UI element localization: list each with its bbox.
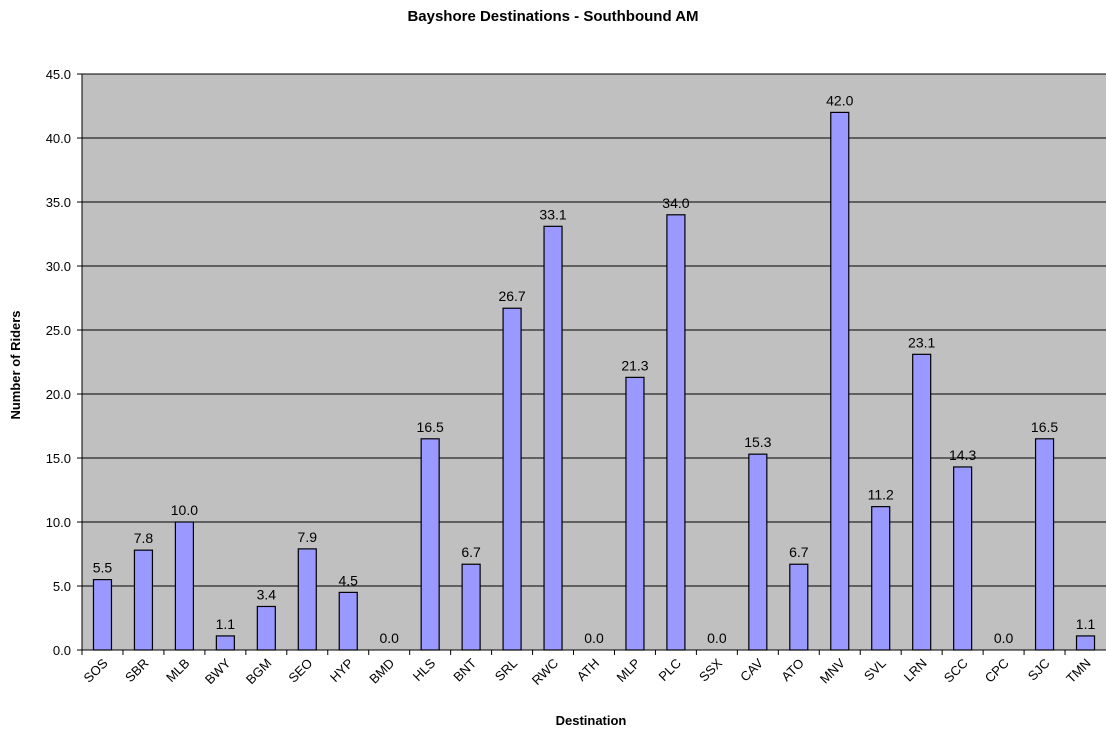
data-label-seo: 7.9 [298, 529, 318, 545]
y-tick-label: 30.0 [46, 259, 71, 274]
bar-svl [871, 506, 891, 651]
data-label-cpc: 0.0 [994, 630, 1014, 646]
bar-lrn [912, 353, 932, 651]
bar-mnv [830, 111, 850, 651]
x-tick-label-ssx: SSX [696, 655, 725, 684]
chart-title: Bayshore Destinations - Southbound AM [407, 8, 698, 25]
x-tick-label-hls: HLS [410, 655, 439, 684]
x-tick-label-bnt: BNT [450, 655, 479, 684]
data-label-hls: 16.5 [417, 419, 444, 435]
bar-plc [666, 214, 686, 651]
bar-sbr [133, 549, 154, 651]
x-tick-label-plc: PLC [656, 656, 684, 684]
x-axis-ticks: SOS SBR MLB BWY BGM SEO HYP BMD HLS BNT SRL RWC ATH M… [81, 650, 1094, 688]
y-axis-title: Number of Riders [8, 310, 23, 419]
data-label-plc: 34.0 [662, 195, 689, 211]
data-label-srl: 26.7 [498, 288, 525, 304]
bar-bgm [256, 605, 276, 651]
y-axis-ticks: 0.0 5.0 10.0 15.0 20.0 25.0 30.0 35.0 40.0 45.0 [46, 67, 82, 658]
data-label-sjc: 16.5 [1031, 419, 1058, 435]
bar-sos [92, 578, 113, 651]
data-label-sos: 5.5 [93, 560, 113, 576]
bar-scc [953, 466, 973, 651]
x-tick-label-sos: SOS [81, 655, 111, 685]
x-tick-label-tmn: TMN [1063, 656, 1094, 687]
x-tick-label-sbr: SBR [122, 656, 152, 686]
x-tick-label-mlp: MLP [614, 656, 644, 686]
data-label-ath: 0.0 [584, 630, 604, 646]
data-label-bwy: 1.1 [216, 616, 236, 632]
x-tick-label-rwc: RWC [529, 656, 561, 688]
data-label-tmn: 1.1 [1076, 616, 1096, 632]
data-label-ssx: 0.0 [707, 630, 727, 646]
x-tick-label-hyp: HYP [327, 656, 357, 686]
bar-bwy [215, 635, 235, 651]
y-tick-label: 25.0 [46, 323, 71, 338]
data-label-sbr: 7.8 [134, 530, 154, 546]
x-tick-label-scc: SCC [941, 656, 971, 686]
data-label-mlb: 10.0 [171, 502, 198, 518]
y-tick-label: 5.0 [53, 579, 71, 594]
bar-mlp [625, 376, 645, 651]
x-tick-label-mlb: MLB [163, 656, 193, 686]
bar-hyp [338, 591, 358, 651]
data-label-cav: 15.3 [744, 434, 771, 450]
x-tick-label-svl: SVL [861, 656, 889, 684]
data-label-bnt: 6.7 [461, 544, 481, 560]
bar-sjc [1034, 438, 1055, 651]
y-tick-label: 35.0 [46, 195, 71, 210]
y-tick-label: 45.0 [46, 67, 71, 82]
bar-cav [748, 453, 768, 651]
gridlines [82, 73, 1106, 587]
x-tick-label-bgm: BGM [243, 656, 275, 688]
data-label-mnv: 42.0 [826, 92, 853, 108]
bar-bnt [461, 563, 481, 651]
data-labels: 5.5 7.8 10.0 1.1 3.4 7.9 4.5 0.0 16.5 6.7 26.7 33.1… [93, 92, 1096, 646]
bars [92, 111, 1096, 651]
bar-srl [502, 307, 522, 651]
x-tick-label-mnv: MNV [817, 655, 848, 686]
data-label-mlp: 21.3 [621, 357, 648, 373]
data-label-hyp: 4.5 [339, 572, 359, 588]
bar-seo [297, 548, 317, 651]
x-axis-title: Destination [556, 713, 627, 728]
x-tick-label-cpc: CPC [982, 656, 1012, 686]
x-tick-label-sjc: SJC [1025, 656, 1053, 684]
y-tick-label: 10.0 [46, 515, 71, 530]
x-tick-label-bwy: BWY [202, 655, 234, 687]
bar-rwc [543, 225, 563, 651]
y-tick-label: 40.0 [46, 131, 71, 146]
plot-area [82, 74, 1106, 650]
y-tick-label: 15.0 [46, 451, 71, 466]
x-tick-label-seo: SEO [285, 656, 315, 686]
data-label-scc: 14.3 [949, 447, 976, 463]
x-tick-label-srl: SRL [492, 656, 520, 684]
bar-mlb [174, 521, 194, 651]
data-label-ato: 6.7 [789, 544, 809, 560]
data-label-rwc: 33.1 [539, 206, 566, 222]
y-tick-label: 20.0 [46, 387, 71, 402]
x-tick-label-cav: CAV [737, 655, 766, 684]
y-tick-label: 0.0 [53, 643, 71, 658]
bar-tmn [1075, 635, 1096, 651]
bar-hls [420, 438, 440, 651]
x-tick-label-ath: ATH [574, 656, 602, 684]
x-tick-label-lrn: LRN [901, 656, 930, 685]
bar-ato [789, 563, 809, 651]
x-tick-label-bmd: BMD [366, 656, 397, 687]
data-label-svl: 11.2 [868, 487, 894, 503]
data-label-bmd: 0.0 [379, 630, 399, 646]
data-label-bgm: 3.4 [257, 586, 277, 602]
data-label-lrn: 23.1 [908, 334, 935, 350]
x-tick-label-ato: ATO [778, 656, 807, 685]
